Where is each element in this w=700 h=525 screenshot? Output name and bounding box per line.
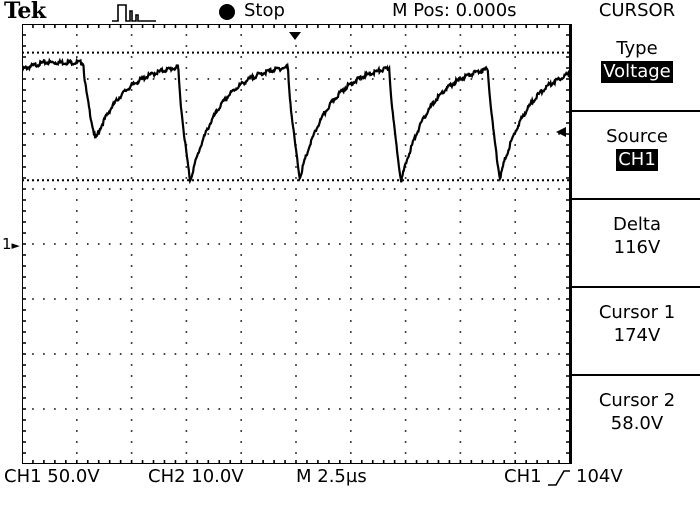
menu-cursor2-value: 58.0V — [610, 413, 664, 434]
channel-1-marker-arrow-icon: ► — [11, 239, 21, 252]
trigger-level-readout: 104V — [576, 466, 623, 487]
menu-cursor1-value: 174V — [613, 325, 661, 346]
menu-delta-label: Delta — [612, 214, 662, 235]
horizontal-position-readout: M Pos: 0.000s — [392, 0, 517, 21]
trigger-level-marker[interactable] — [556, 127, 566, 137]
trigger-position-marker[interactable] — [289, 32, 301, 40]
channel-1-marker-label: 1 — [2, 235, 12, 253]
ch1-scale-readout: CH1 50.0V — [4, 466, 100, 487]
ch2-scale-readout: CH2 10.0V — [148, 466, 244, 487]
menu-cursor1-label: Cursor 1 — [598, 302, 676, 323]
cursor-lines — [22, 51, 570, 182]
channel-1-marker[interactable]: 1► — [2, 236, 20, 254]
menu-type-value: Voltage — [601, 61, 673, 83]
menu-type-button[interactable]: Type Voltage — [572, 24, 700, 112]
menu-delta-readout: Delta 116V — [572, 200, 700, 288]
bottom-status-bar: CH1 50.0V CH2 10.0V M 2.5µs CH1 104V — [0, 464, 700, 490]
menu-cursor1-button[interactable]: Cursor 1 174V — [572, 288, 700, 376]
cursor-side-menu: Type Voltage Source CH1 Delta 116V Curso… — [570, 24, 700, 464]
graticule — [22, 24, 570, 464]
menu-title: CURSOR — [598, 0, 676, 21]
acquisition-state: Stop — [244, 0, 285, 21]
menu-source-label: Source — [606, 126, 668, 147]
menu-cursor2-button[interactable]: Cursor 2 58.0V — [572, 376, 700, 462]
brand-logo: Tek — [4, 0, 46, 24]
menu-type-label: Type — [616, 38, 658, 59]
graticule-dots — [22, 24, 570, 464]
top-status-bar: Tek Stop M Pos: 0.000s CURSOR — [0, 0, 700, 24]
menu-source-value: CH1 — [616, 149, 658, 171]
trigger-pulse-icon — [112, 4, 156, 22]
menu-delta-value: 116V — [613, 237, 661, 258]
waveform-display[interactable] — [22, 24, 570, 464]
menu-source-button[interactable]: Source CH1 — [572, 112, 700, 200]
trigger-source-readout: CH1 — [504, 466, 542, 487]
rising-edge-icon — [548, 470, 570, 486]
menu-cursor2-label: Cursor 2 — [598, 390, 676, 411]
run-state-dot-icon — [219, 4, 235, 20]
ch1-trace — [22, 57, 570, 185]
timebase-readout: M 2.5µs — [296, 466, 367, 487]
